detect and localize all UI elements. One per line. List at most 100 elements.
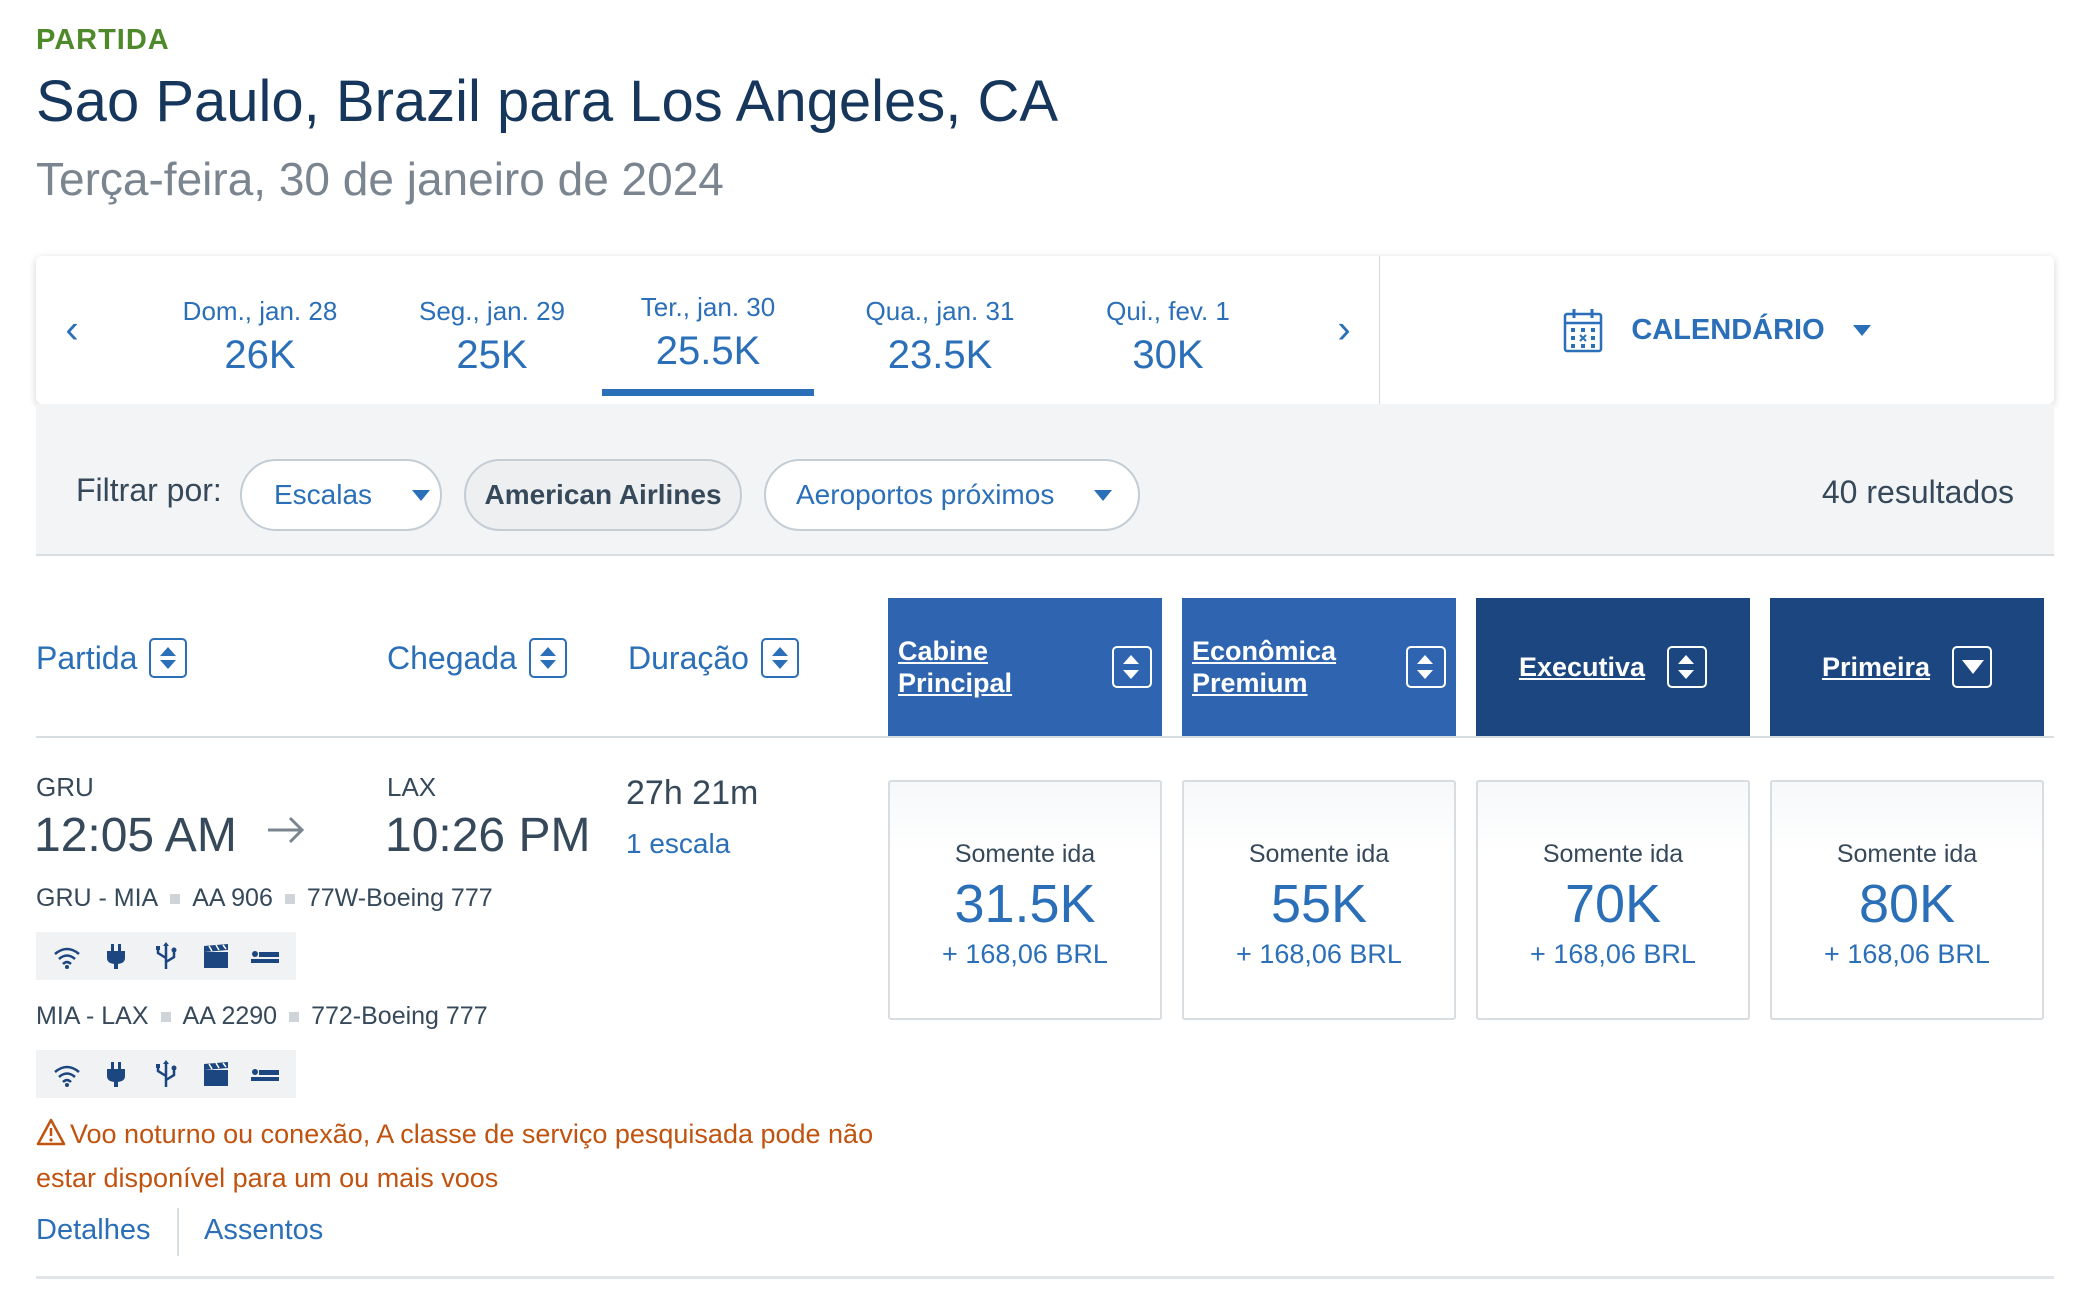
date-option-label: Seg., jan. 29 [419,296,565,326]
nearby-airports-label: Aeroportos próximos [796,479,1055,510]
result-count: 40 resultados [1821,474,2014,510]
page-title: Sao Paulo, Brazil para Los Angeles, CA [36,69,1059,134]
date-option-price: 25K [456,333,528,377]
header-divider [36,736,2054,738]
cabin-header-line: Cabine [898,636,989,666]
seats-link[interactable]: Assentos [204,1214,324,1246]
date-option-selected[interactable]: Ter., jan. 30 25.5K [602,256,814,404]
date-carousel: ‹ Dom., jan. 28 26K Seg., jan. 29 25K Te… [36,256,1380,404]
segment-aircraft: 77W-Boeing 777 [306,884,493,912]
fare-miles: 70K [1564,874,1662,934]
sort-icon [1667,646,1708,688]
airline-filter-chip[interactable]: American Airlines [464,459,742,531]
sort-icon [1112,646,1152,688]
fare-card-business[interactable]: Somente ida 70K + 168,06 BRL [1476,780,1750,1020]
nearby-airports-dropdown[interactable]: Aeroportos próximos [764,459,1140,531]
stops-filter-label: Escalas [274,479,373,510]
usb-icon [155,1060,177,1087]
sort-arrival-label: Chegada [387,639,517,676]
fare-miles: 55K [1270,874,1368,934]
cabin-header-label: Primeira [1821,652,1931,682]
sort-icon [760,638,799,678]
separator [284,893,295,904]
cabin-header-main[interactable]: Cabine Principal [888,598,1162,736]
date-option-price: 30K [1132,333,1204,377]
date-option[interactable]: Qua., jan. 31 23.5K [834,256,1046,404]
sort-icon [149,638,188,678]
fare-type: Somente ida [1248,840,1390,868]
fare-miles: 80K [1858,874,1956,934]
caret-down-icon [1852,324,1871,336]
fare-type: Somente ida [954,840,1096,868]
amenities-bar [36,932,296,980]
segment-route: GRU - MIA [36,884,159,912]
date-option-price: 26K [224,333,296,377]
usb-icon [155,942,177,969]
cabin-header-label: Cabine Principal [898,635,1112,699]
details-link[interactable]: Detalhes [36,1214,151,1246]
sort-icon [528,638,567,678]
stops-filter-dropdown[interactable]: Escalas [240,459,442,531]
filter-label: Filtrar por: [76,472,222,508]
amenities-bar [36,1050,296,1098]
separator [160,1011,171,1022]
fare-miles: 31.5K [954,874,1096,934]
fare-card-main-cabin[interactable]: Somente ida 31.5K + 168,06 BRL [888,780,1162,1020]
caret-down-icon [412,489,431,501]
sort-departure[interactable]: Partida [36,638,188,678]
cabin-header-line: Econômica [1192,636,1337,666]
date-option-label: Dom., jan. 28 [182,296,338,326]
sort-arrival[interactable]: Chegada [387,638,567,678]
departure-time: 12:05 AM [34,809,237,862]
cabin-header-first[interactable]: Primeira [1770,598,2044,736]
origin-airport-code: GRU [36,772,94,802]
date-option-price: 25.5K [655,329,761,373]
fare-card-premium-economy[interactable]: Somente ida 55K + 168,06 BRL [1182,780,1456,1020]
date-option[interactable]: Seg., jan. 29 25K [386,256,598,404]
lie-flat-seat-icon [251,1069,280,1081]
divider [177,1208,179,1256]
date-option-price: 23.5K [887,333,993,377]
date-option[interactable]: Dom., jan. 28 26K [154,256,366,404]
cabin-header-label: Executiva [1518,652,1646,682]
fare-tax: + 168,06 BRL [1824,939,1990,969]
cabin-header-premium-economy[interactable]: Econômica Premium [1182,598,1456,736]
cabin-header-label: Econômica Premium [1192,635,1406,699]
arrival-time: 10:26 PM [385,809,591,862]
warning-text: Voo noturno ou conexão, A classe de serv… [36,1119,874,1193]
entertainment-icon [203,1062,228,1086]
sort-departure-label: Partida [36,639,138,676]
previous-dates-chevron-icon[interactable]: ‹ [65,307,79,352]
fare-tax: + 168,06 BRL [942,939,1108,969]
warning-icon [36,1118,66,1146]
arrow-right-icon [268,816,305,844]
filter-bar: Filtrar por: Escalas American Airlines A… [36,404,2054,556]
date-option-label: Ter., jan. 30 [640,292,776,322]
separator [289,1011,300,1022]
sort-duration[interactable]: Duração [628,638,799,678]
cabin-header-business[interactable]: Executiva [1476,598,1750,736]
stops-link[interactable]: 1 escala [626,828,731,859]
cabin-header-line: Principal [898,668,1013,698]
calendar-label: CALENDÁRIO [1631,313,1825,346]
flight-segment: MIA - LAX AA 2290 772-Boeing 777 [36,1002,488,1031]
calendar-button[interactable]: CALENDÁRIO [1380,256,2054,404]
separator [170,893,181,904]
travel-date: Terça-feira, 30 de janeiro de 2024 [36,153,724,205]
fare-card-first[interactable]: Somente ida 80K + 168,06 BRL [1770,780,2044,1020]
next-dates-chevron-icon[interactable]: › [1337,307,1351,352]
segment-flight-number: AA 906 [192,884,273,912]
row-divider [36,1276,2054,1279]
section-eyebrow: PARTIDA [36,24,170,56]
segment-flight-number: AA 2290 [182,1002,278,1030]
date-option-label: Qua., jan. 31 [865,296,1015,326]
segment-route: MIA - LAX [36,1002,149,1030]
destination-airport-code: LAX [387,772,437,802]
cabin-header-line: Premium [1192,668,1308,698]
segment-aircraft: 772-Boeing 777 [311,1002,488,1030]
power-outlet-icon [107,944,126,969]
wifi-icon [53,947,80,969]
entertainment-icon [203,944,228,968]
date-option[interactable]: Qui., fev. 1 30K [1062,256,1274,404]
flight-segment: GRU - MIA AA 906 77W-Boeing 777 [36,884,493,913]
